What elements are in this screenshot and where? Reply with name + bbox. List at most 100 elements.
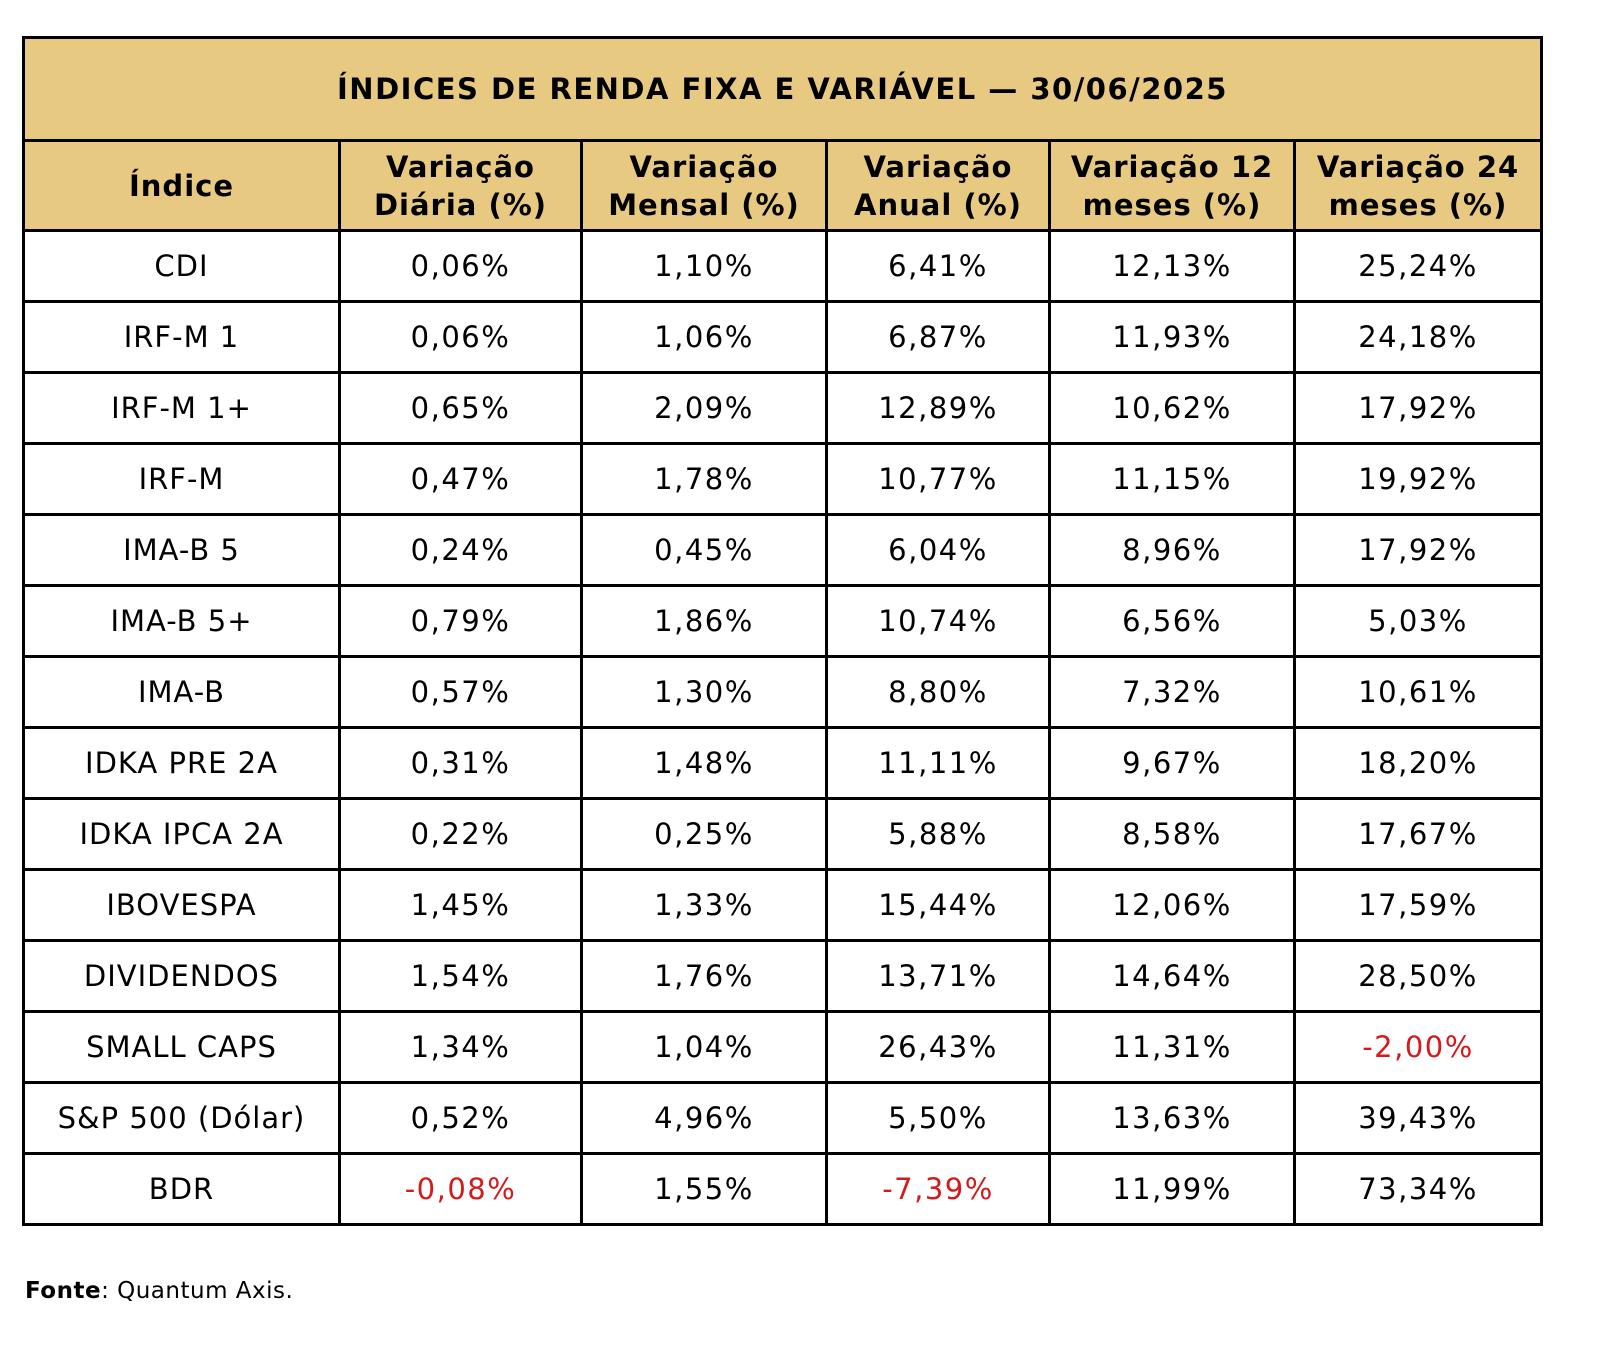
value-cell: 0,31% [338, 726, 583, 800]
value-cell: 0,22% [338, 797, 583, 871]
indice-cell: CDI [22, 229, 341, 303]
value-cell: 12,89% [825, 371, 1051, 445]
header-line: Mensal (%) [608, 187, 800, 222]
value-cell: 12,13% [1048, 229, 1296, 303]
indice-cell: IDKA PRE 2A [22, 726, 341, 800]
table-row: BDR -0,08% 1,55% -7,39% 11,99% 73,34% [22, 1152, 1543, 1226]
value-cell-negative: -2,00% [1293, 1010, 1543, 1084]
value-cell: 1,48% [580, 726, 828, 800]
header-line: meses (%) [1082, 187, 1262, 222]
source-note: Fonte: Quantum Axis. [25, 1278, 293, 1304]
value-cell: 7,32% [1048, 655, 1296, 729]
value-cell: 0,45% [580, 513, 828, 587]
table-row: CDI 0,06% 1,10% 6,41% 12,13% 25,24% [22, 229, 1543, 303]
value-cell: 0,47% [338, 442, 583, 516]
column-header-row: Índice Variação Diária (%) Variação Mens… [22, 139, 1543, 232]
indice-cell: IMA-B 5+ [22, 584, 341, 658]
value-cell: 6,41% [825, 229, 1051, 303]
table-row: IRF-M 1 0,06% 1,06% 6,87% 11,93% 24,18% [22, 300, 1543, 374]
value-cell: 8,58% [1048, 797, 1296, 871]
table-row: IMA-B 0,57% 1,30% 8,80% 7,32% 10,61% [22, 655, 1543, 729]
header-line: Variação [629, 149, 779, 184]
value-cell: 5,03% [1293, 584, 1543, 658]
value-cell: 0,52% [338, 1081, 583, 1155]
value-cell: 39,43% [1293, 1081, 1543, 1155]
value-cell: 0,24% [338, 513, 583, 587]
value-cell: 0,06% [338, 229, 583, 303]
table-row: IDKA IPCA 2A 0,22% 0,25% 5,88% 8,58% 17,… [22, 797, 1543, 871]
header-line: Variação [863, 149, 1013, 184]
header-line: meses (%) [1328, 187, 1508, 222]
value-cell: 11,99% [1048, 1152, 1296, 1226]
indice-cell: IMA-B 5 [22, 513, 341, 587]
table-row: S&P 500 (Dólar) 0,52% 4,96% 5,50% 13,63%… [22, 1081, 1543, 1155]
value-cell: 25,24% [1293, 229, 1543, 303]
value-cell: 1,33% [580, 868, 828, 942]
table-row: IMA-B 5 0,24% 0,45% 6,04% 8,96% 17,92% [22, 513, 1543, 587]
indice-cell: S&P 500 (Dólar) [22, 1081, 341, 1155]
value-cell: 6,04% [825, 513, 1051, 587]
table-row: IMA-B 5+ 0,79% 1,86% 10,74% 6,56% 5,03% [22, 584, 1543, 658]
indice-cell: IRF-M [22, 442, 341, 516]
indice-cell: IMA-B [22, 655, 341, 729]
value-cell: 8,96% [1048, 513, 1296, 587]
value-cell: 6,87% [825, 300, 1051, 374]
value-cell: 8,80% [825, 655, 1051, 729]
value-cell: 28,50% [1293, 939, 1543, 1013]
table-row: DIVIDENDOS 1,54% 1,76% 13,71% 14,64% 28,… [22, 939, 1543, 1013]
indice-cell: SMALL CAPS [22, 1010, 341, 1084]
table-row: IRF-M 0,47% 1,78% 10,77% 11,15% 19,92% [22, 442, 1543, 516]
value-cell: 1,55% [580, 1152, 828, 1226]
value-cell: 4,96% [580, 1081, 828, 1155]
value-cell: 0,65% [338, 371, 583, 445]
value-cell: 17,67% [1293, 797, 1543, 871]
table-row: IBOVESPA 1,45% 1,33% 15,44% 12,06% 17,59… [22, 868, 1543, 942]
value-cell: 1,30% [580, 655, 828, 729]
value-cell: 0,06% [338, 300, 583, 374]
value-cell: 24,18% [1293, 300, 1543, 374]
value-cell: 18,20% [1293, 726, 1543, 800]
value-cell: 5,88% [825, 797, 1051, 871]
header-line: Anual (%) [854, 187, 1022, 222]
value-cell: 9,67% [1048, 726, 1296, 800]
value-cell: 1,04% [580, 1010, 828, 1084]
header-line: Variação 12 [1070, 149, 1274, 184]
value-cell: 1,06% [580, 300, 828, 374]
table-row: IDKA PRE 2A 0,31% 1,48% 11,11% 9,67% 18,… [22, 726, 1543, 800]
indices-table: ÍNDICES DE RENDA FIXA E VARIÁVEL — 30/06… [22, 36, 1543, 1226]
value-cell: 17,59% [1293, 868, 1543, 942]
header-line: Variação [386, 149, 535, 184]
value-cell: 12,06% [1048, 868, 1296, 942]
value-cell: 13,63% [1048, 1081, 1296, 1155]
value-cell: 15,44% [825, 868, 1051, 942]
value-cell: 11,15% [1048, 442, 1296, 516]
table-row: SMALL CAPS 1,34% 1,04% 26,43% 11,31% -2,… [22, 1010, 1543, 1084]
header-variacao-12-meses: Variação 12 meses (%) [1048, 139, 1296, 232]
value-cell: 5,50% [825, 1081, 1051, 1155]
indice-cell: IBOVESPA [22, 868, 341, 942]
value-cell: 11,93% [1048, 300, 1296, 374]
value-cell: 19,92% [1293, 442, 1543, 516]
value-cell: 73,34% [1293, 1152, 1543, 1226]
header-variacao-24-meses: Variação 24 meses (%) [1293, 139, 1543, 232]
value-cell: 0,57% [338, 655, 583, 729]
value-cell: 1,45% [338, 868, 583, 942]
value-cell: 2,09% [580, 371, 828, 445]
table-title: ÍNDICES DE RENDA FIXA E VARIÁVEL — 30/06… [22, 36, 1543, 142]
value-cell: 10,61% [1293, 655, 1543, 729]
header-line: Diária (%) [373, 187, 548, 222]
value-cell: 13,71% [825, 939, 1051, 1013]
value-cell: 1,54% [338, 939, 583, 1013]
header-indice: Índice [22, 139, 341, 232]
value-cell: 1,10% [580, 229, 828, 303]
value-cell: 11,11% [825, 726, 1051, 800]
header-variacao-mensal: Variação Mensal (%) [580, 139, 828, 232]
indice-cell: IRF-M 1+ [22, 371, 341, 445]
table-row: IRF-M 1+ 0,65% 2,09% 12,89% 10,62% 17,92… [22, 371, 1543, 445]
value-cell: 26,43% [825, 1010, 1051, 1084]
indice-cell: IRF-M 1 [22, 300, 341, 374]
value-cell: 0,79% [338, 584, 583, 658]
source-text: : Quantum Axis. [101, 1278, 294, 1304]
source-label: Fonte [25, 1278, 102, 1304]
header-variacao-diaria: Variação Diária (%) [338, 139, 583, 232]
